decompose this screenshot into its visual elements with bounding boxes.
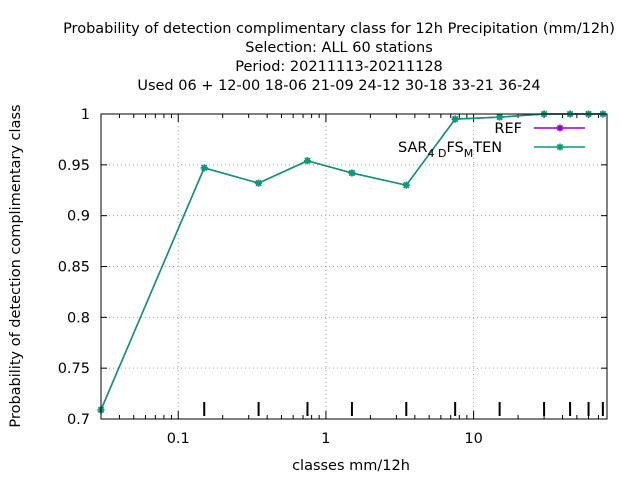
axis-ticks (101, 113, 607, 420)
plot-frame (100, 113, 608, 420)
legend-marker-sar4dfsm-ten (556, 143, 564, 151)
y-tick-label: 0.7 (67, 412, 90, 428)
y-axis-label: Probability of detection complimentary c… (8, 104, 24, 427)
y-tick-label: 0.9 (67, 209, 90, 225)
data-point (496, 113, 504, 121)
data-point (348, 169, 356, 177)
data-point (402, 181, 410, 189)
y-tick-label: 0.85 (58, 260, 90, 276)
legend-label-part: SAR (398, 140, 427, 156)
x-axis-label: classes mm/12h (292, 458, 410, 474)
x-tick-label: 10 (464, 431, 482, 447)
legend: REF SAR4 DFSMTEN (398, 121, 585, 160)
title-line-2: Selection: ALL 60 stations (245, 40, 433, 56)
title-line-1: Probability of detection complimentary c… (63, 21, 615, 37)
series-line (100, 113, 603, 411)
legend-label-part: M (464, 147, 474, 160)
y-tick-label: 0.75 (58, 361, 90, 377)
y-tick-labels: 0.7 0.75 0.8 0.85 0.9 0.95 1 (58, 107, 90, 428)
data-point (451, 115, 459, 123)
legend-label-sar4dfsm-ten: SAR4 DFSMTEN (398, 140, 502, 160)
legend-label-part: TEN (472, 140, 502, 156)
legend-marker-ref (556, 124, 564, 132)
chart-title: Probability of detection complimentary c… (63, 21, 615, 94)
legend-label-part: FS (446, 140, 463, 156)
y-tick-label: 0.8 (67, 310, 90, 326)
legend-label-ref: REF (494, 121, 522, 137)
data-point (200, 164, 208, 172)
grid-lines (101, 114, 607, 419)
title-line-4: Used 06 + 12-00 18-06 21-09 24-12 30-18 … (137, 78, 540, 94)
x-tick-labels: 0.1 1 10 (167, 431, 483, 447)
data-point (303, 157, 311, 165)
x-tick-label: 1 (321, 431, 330, 447)
x-tick-label: 0.1 (167, 431, 190, 447)
y-tick-label: 1 (81, 107, 90, 123)
series-line (100, 113, 603, 411)
title-line-3: Period: 20211113-20211128 (235, 59, 443, 75)
class-threshold-markers (203, 402, 604, 416)
y-tick-label: 0.95 (58, 158, 90, 174)
legend-label-part: 4 D (427, 147, 446, 160)
data-point (255, 179, 263, 187)
